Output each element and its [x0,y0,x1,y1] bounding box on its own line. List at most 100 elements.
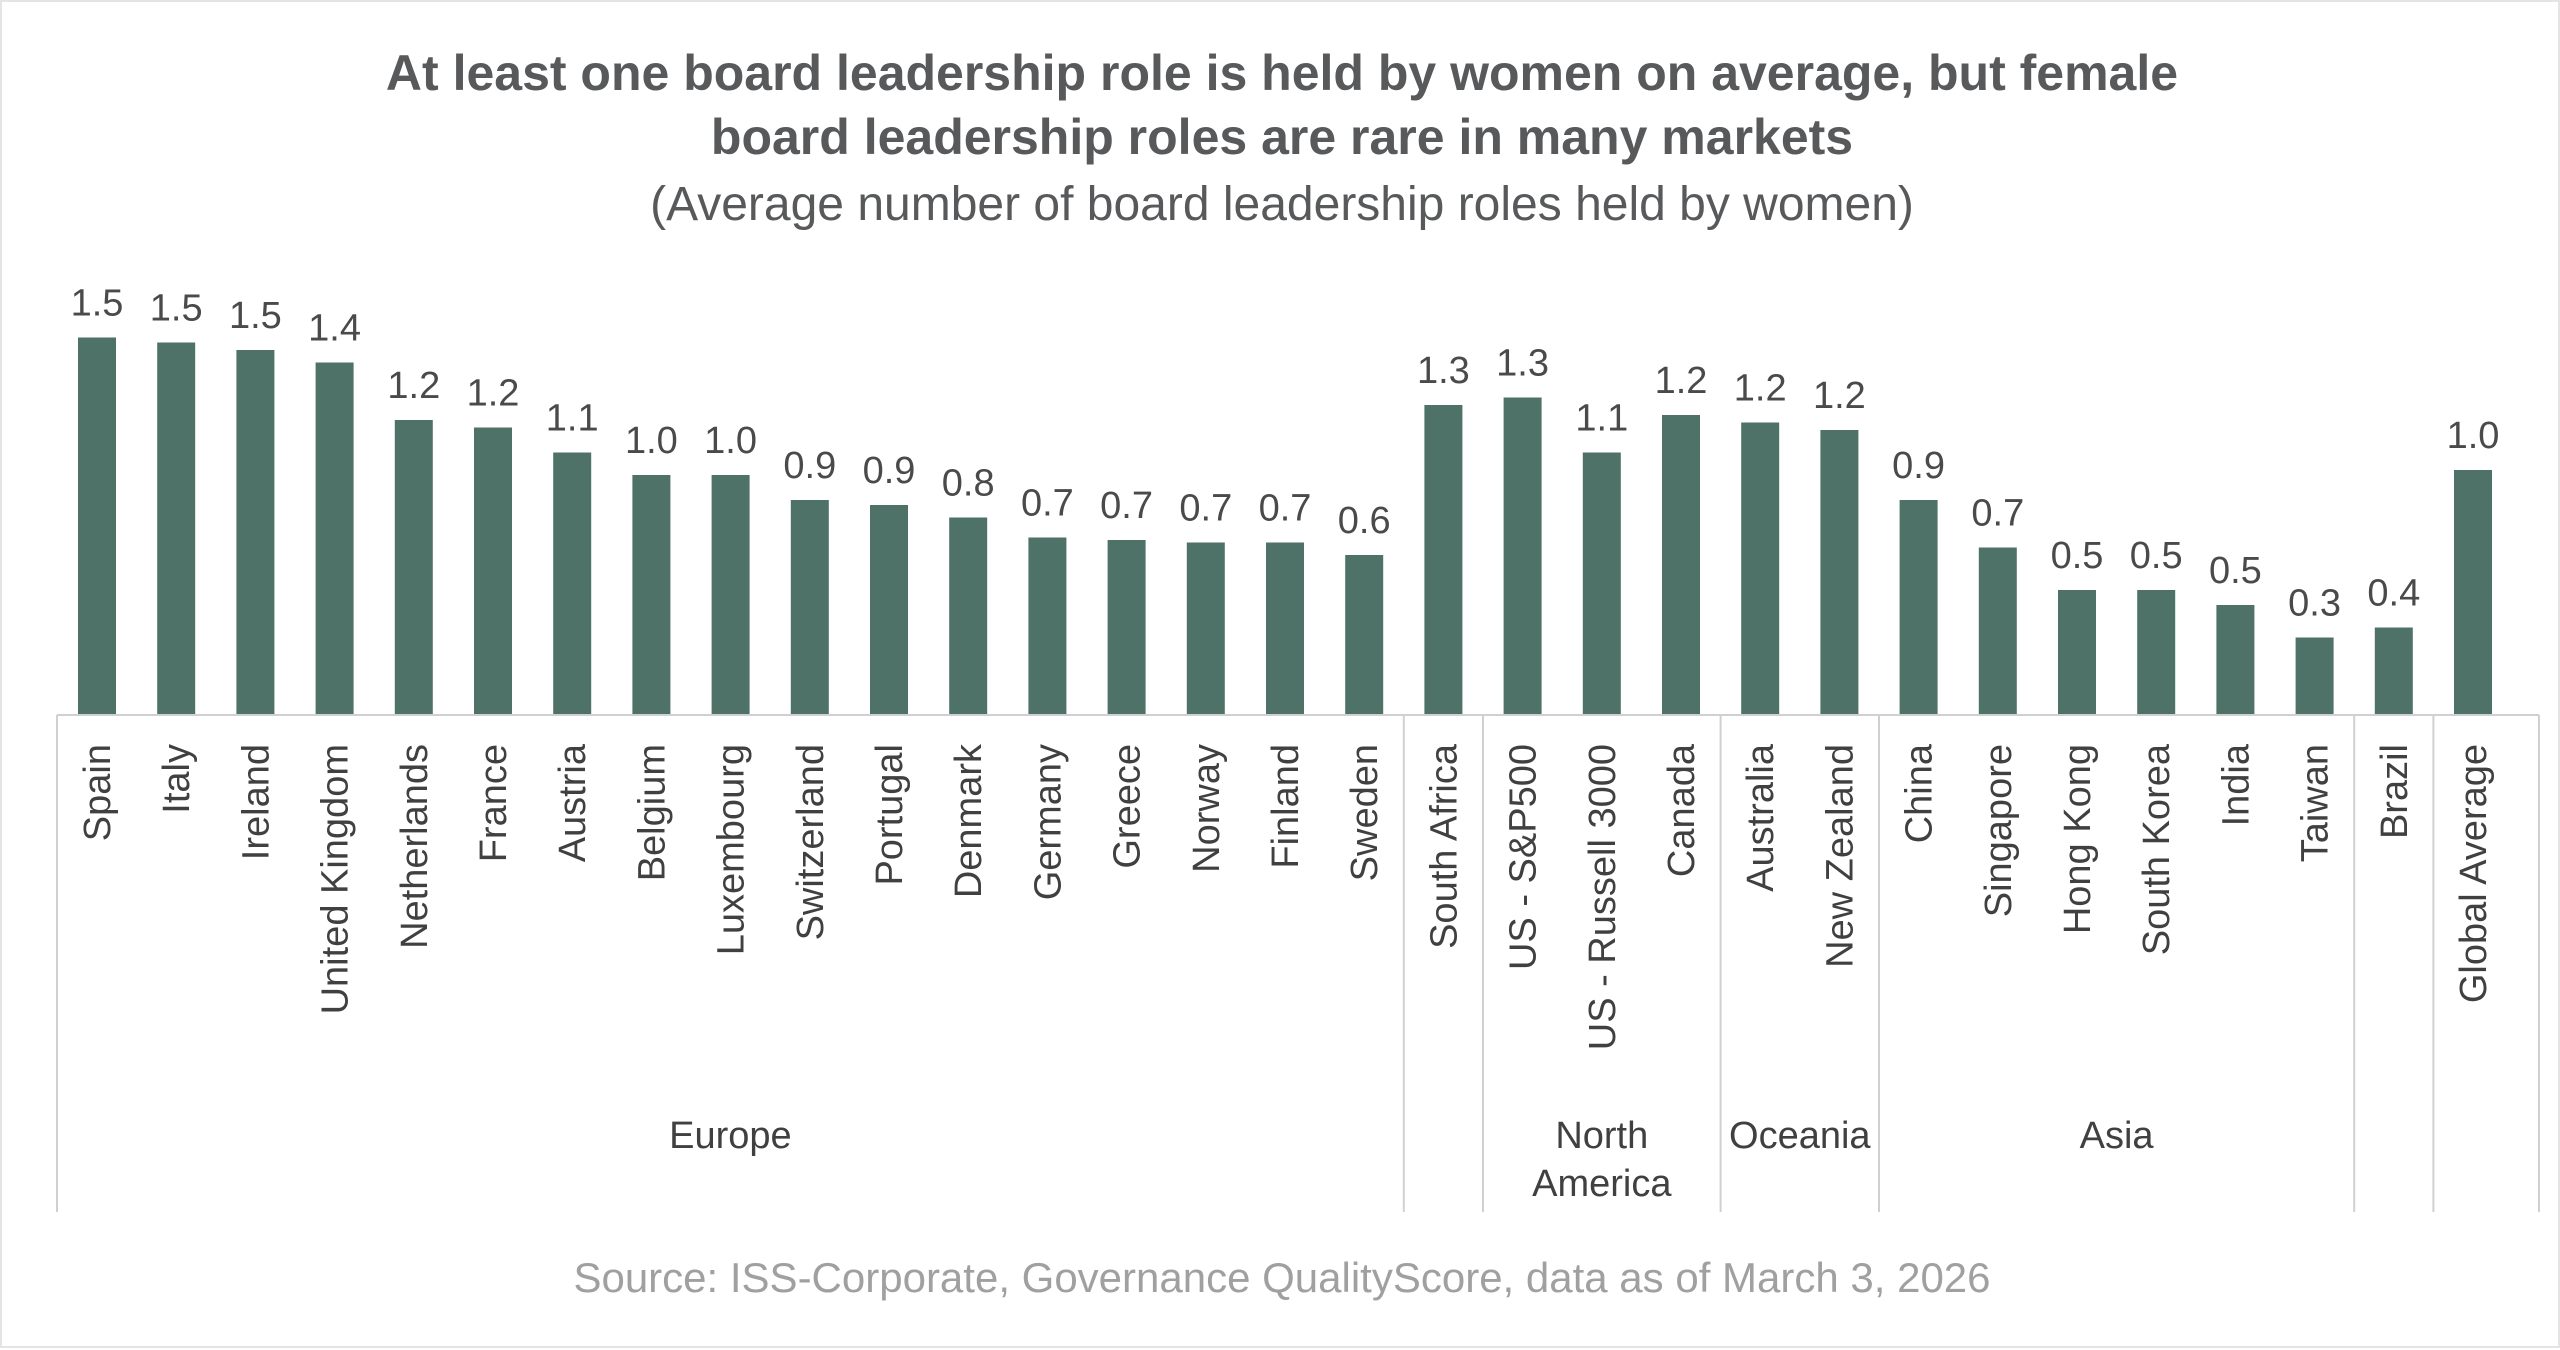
bar-global-average [2454,470,2492,715]
bar-norway [1186,542,1225,715]
chart-title-line-1: At least one board leadership role is he… [386,45,2178,101]
value-label-italy: 1.5 [150,288,203,330]
group-label-oceania: Oceania [1729,1115,1871,1157]
source-note: Source: ISS-Corporate, Governance Qualit… [573,1254,1990,1301]
value-label-new-zealand: 1.2 [1813,375,1866,417]
category-label-greece: Greece [1107,744,1149,869]
category-label-india: India [2215,743,2257,826]
bar-greece [1107,540,1146,715]
category-label-australia: Australia [1740,743,1782,892]
bar-south-africa [1424,405,1463,715]
group-label-line: Oceania [1729,1115,1871,1157]
bar-new-zealand [1820,430,1859,715]
bar-us-sandp500 [1503,397,1542,715]
bar-netherlands [394,420,433,715]
category-label-south-korea: South Korea [2136,743,2178,955]
category-label-norway: Norway [1186,744,1228,873]
value-label-sweden: 0.6 [1338,500,1391,542]
bar-australia [1741,422,1780,715]
value-label-portugal: 0.9 [863,450,916,492]
value-label-china: 0.9 [1892,445,1945,487]
category-label-global-average: Global Average [2453,744,2495,1003]
bar-taiwan [2295,637,2334,715]
category-label-new-zealand: New Zealand [1819,744,1861,968]
bar-spain [78,337,116,715]
category-label-switzerland: Switzerland [790,744,832,940]
bar-denmark [949,517,988,715]
value-label-us-russell-3000: 1.1 [1575,398,1628,440]
bar-ireland [236,350,275,715]
category-label-south-africa: South Africa [1423,743,1465,949]
value-label-germany: 0.7 [1021,483,1074,525]
bar-switzerland [790,500,829,715]
category-label-singapore: Singapore [1978,744,2020,917]
value-label-india: 0.5 [2209,550,2262,592]
value-label-greece: 0.7 [1100,485,1153,527]
category-label-canada: Canada [1661,743,1703,877]
bar-singapore [1978,547,2017,715]
category-label-ireland: Ireland [235,744,277,860]
group-label-north-america: North America [1532,1115,1672,1205]
value-label-singapore: 0.7 [1971,493,2024,535]
chart-subtitle: (Average number of board leadership role… [650,178,1914,231]
value-label-south-africa: 1.3 [1417,350,1470,392]
plot-area: 1.5 Spain 1.5 Italy 1.5 Ireland 1.4 United King… [56,283,2540,1212]
category-label-germany: Germany [1027,744,1069,900]
bar-brazil [2374,627,2413,715]
group-label-line: Europe [669,1115,792,1157]
category-label-netherlands: Netherlands [394,744,436,949]
bar-south-korea [2137,590,2176,715]
value-label-ireland: 1.5 [229,295,282,337]
bar-us-russell-3000 [1582,452,1621,715]
bar-luxembourg [711,475,750,715]
value-label-austria: 1.1 [546,398,599,440]
value-label-hong-kong: 0.5 [2051,535,2104,577]
category-label-us-russell-3000: US - Russell 3000 [1582,744,1624,1050]
category-label-spain: Spain [77,744,119,841]
bar-hong-kong [2058,590,2096,715]
bar-united-kingdom [315,362,354,715]
category-label-luxembourg: Luxembourg [711,744,753,955]
category-label-taiwan: Taiwan [2295,744,2337,862]
category-label-austria: Austria [552,743,594,862]
category-label-china: China [1899,743,1941,843]
bar-sweden [1345,555,1384,715]
value-label-france: 1.2 [467,373,520,415]
category-label-italy: Italy [156,744,198,814]
value-label-brazil: 0.4 [2367,573,2420,615]
category-label-france: France [473,744,515,862]
category-label-hong-kong: Hong Kong [2057,744,2099,934]
value-label-united-kingdom: 1.4 [308,308,361,350]
value-label-denmark: 0.8 [942,463,995,505]
category-label-finland: Finland [1265,744,1307,869]
bar-china [1899,500,1938,715]
value-label-finland: 0.7 [1259,488,1312,530]
bar-portugal [870,505,908,715]
category-label-portugal: Portugal [869,744,911,886]
value-label-canada: 1.2 [1655,360,1708,402]
value-label-global-average: 1.0 [2447,415,2500,457]
category-label-denmark: Denmark [948,743,990,898]
group-label-asia: Asia [2080,1115,2155,1157]
bar-finland [1266,542,1304,715]
category-label-sweden: Sweden [1344,744,1386,881]
value-label-taiwan: 0.3 [2288,583,2341,625]
category-label-belgium: Belgium [631,744,673,881]
bar-india [2216,605,2255,715]
value-label-luxembourg: 1.0 [704,420,757,462]
chart-title-line-2: board leadership roles are rare in many … [711,109,1853,165]
category-label-brazil: Brazil [2374,744,2416,839]
category-label-us-sandp500: US - S&P500 [1503,744,1545,970]
bar-canada [1662,415,1700,715]
value-label-south-korea: 0.5 [2130,535,2183,577]
bar-italy [157,342,196,715]
category-label-united-kingdom: United Kingdom [315,744,357,1014]
value-label-spain: 1.5 [71,283,124,325]
value-label-us-sandp500: 1.3 [1496,343,1549,385]
bar-germany [1028,537,1067,715]
value-label-australia: 1.2 [1734,368,1787,410]
group-label-europe: Europe [669,1115,792,1157]
value-label-norway: 0.7 [1179,488,1232,530]
